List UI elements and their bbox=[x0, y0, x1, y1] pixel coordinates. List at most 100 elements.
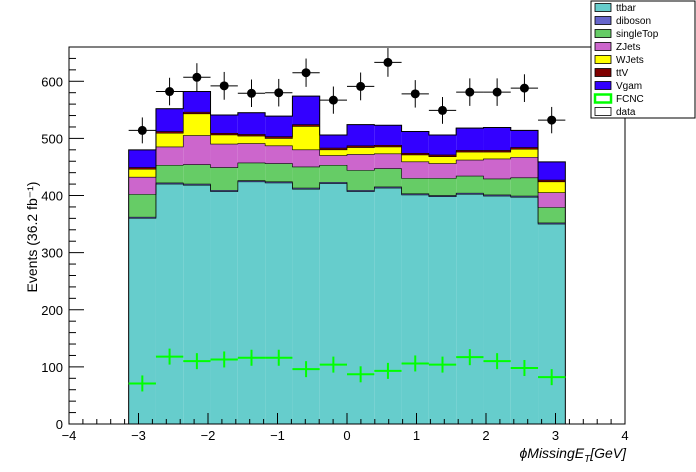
legend-label-diboson: diboson bbox=[616, 16, 651, 27]
legend-swatch-singletop bbox=[594, 29, 612, 38]
data-point-4 bbox=[247, 88, 257, 98]
legend-label-zjets: ZJets bbox=[616, 42, 640, 53]
legend-label-vgam: Vgam bbox=[616, 81, 642, 92]
bar-diboson-9 bbox=[374, 186, 402, 189]
bar-singletop-6 bbox=[292, 166, 320, 189]
bar-wjets-0 bbox=[128, 169, 156, 178]
bar-vgam-10 bbox=[401, 131, 429, 154]
bar-singletop-2 bbox=[183, 164, 211, 185]
bar-ttv-2 bbox=[183, 112, 211, 114]
fcnc-overlay bbox=[128, 348, 566, 392]
bar-ttbar-8 bbox=[347, 191, 375, 424]
bar-singletop-13 bbox=[483, 178, 511, 195]
bar-vgam-0 bbox=[128, 149, 156, 168]
y-tick-label: 300 bbox=[41, 246, 63, 261]
legend-label-ttbar: ttbar bbox=[616, 3, 637, 14]
bar-zjets-1 bbox=[155, 146, 184, 166]
data-point-7 bbox=[328, 95, 338, 105]
y-tick-label: 400 bbox=[41, 189, 63, 204]
legend-swatch-zjets bbox=[594, 42, 612, 51]
legend-swatch-fcnc bbox=[593, 93, 613, 104]
bar-ttv-14 bbox=[510, 147, 539, 150]
bar-vgam-12 bbox=[456, 128, 484, 151]
bar-diboson-0 bbox=[128, 217, 156, 219]
bar-diboson-2 bbox=[183, 184, 211, 186]
x-tick-label: 4 bbox=[621, 428, 628, 443]
bar-singletop-7 bbox=[319, 165, 347, 183]
bar-zjets-12 bbox=[456, 160, 484, 177]
bar-ttbar-15 bbox=[538, 224, 566, 424]
data-point-14 bbox=[519, 83, 529, 93]
bar-vgam-14 bbox=[510, 130, 539, 148]
bar-singletop-11 bbox=[428, 178, 457, 196]
data-point-11 bbox=[437, 105, 447, 115]
data-point-2 bbox=[192, 72, 202, 82]
bar-ttv-12 bbox=[456, 150, 484, 153]
bar-wjets-14 bbox=[510, 149, 539, 158]
y-axis-title: Events (36.2 fb⁻¹) bbox=[24, 182, 40, 293]
bar-ttbar-2 bbox=[183, 185, 211, 424]
x-tick-label: −2 bbox=[201, 428, 216, 443]
legend-label-wjets: WJets bbox=[616, 55, 644, 66]
data-point-5 bbox=[274, 88, 284, 98]
bar-wjets-13 bbox=[483, 152, 511, 159]
bar-wjets-4 bbox=[237, 136, 266, 144]
bar-ttv-3 bbox=[210, 133, 238, 135]
bar-vgam-7 bbox=[319, 134, 347, 149]
stacked-bars bbox=[128, 91, 566, 424]
bar-diboson-12 bbox=[456, 193, 484, 195]
bar-ttbar-4 bbox=[237, 181, 266, 424]
legend-label-singletop: singleTop bbox=[616, 29, 659, 40]
bar-ttbar-1 bbox=[155, 184, 184, 424]
bar-ttv-8 bbox=[347, 145, 375, 148]
bar-vgam-8 bbox=[347, 124, 375, 146]
bar-ttbar-11 bbox=[428, 196, 457, 424]
legend-label-ttv: ttV bbox=[616, 68, 629, 79]
bar-vgam-2 bbox=[183, 91, 211, 113]
legend: ttbar diboson singleTop ZJets WJets ttV Vgam FC… bbox=[590, 0, 696, 119]
bar-ttbar-3 bbox=[210, 191, 238, 424]
bar-ttbar-0 bbox=[128, 218, 156, 424]
bar-singletop-5 bbox=[265, 163, 293, 182]
bar-vgam-9 bbox=[374, 125, 402, 146]
y-axis: 0 100 200 300 400 500 600 bbox=[41, 46, 84, 432]
bar-singletop-0 bbox=[128, 194, 156, 218]
bar-wjets-1 bbox=[155, 133, 184, 147]
x-tick-label: −1 bbox=[270, 428, 285, 443]
bar-zjets-4 bbox=[237, 143, 266, 163]
bar-wjets-15 bbox=[538, 181, 566, 193]
data-point-8 bbox=[356, 81, 366, 91]
bar-ttv-4 bbox=[237, 134, 266, 137]
bar-singletop-14 bbox=[510, 177, 539, 197]
bar-wjets-2 bbox=[183, 113, 211, 136]
x-tick-label: 0 bbox=[343, 428, 350, 443]
bar-ttv-0 bbox=[128, 167, 156, 170]
legend-swatch-data bbox=[594, 107, 612, 116]
bar-vgam-13 bbox=[483, 127, 511, 151]
data-point-13 bbox=[492, 87, 502, 97]
bar-zjets-11 bbox=[428, 163, 457, 179]
legend-swatch-ttv bbox=[594, 68, 612, 77]
bar-vgam-15 bbox=[538, 161, 566, 181]
data-point-10 bbox=[410, 89, 420, 99]
bar-ttbar-5 bbox=[265, 182, 293, 424]
bar-ttbar-10 bbox=[401, 194, 429, 424]
bar-singletop-3 bbox=[210, 167, 238, 191]
bar-diboson-14 bbox=[510, 196, 539, 198]
legend-label-data: data bbox=[616, 107, 636, 118]
data-point-9 bbox=[383, 57, 393, 67]
bar-ttv-1 bbox=[155, 131, 184, 134]
data-point-0 bbox=[137, 125, 147, 135]
bar-zjets-15 bbox=[538, 192, 566, 208]
legend-swatch-ttbar bbox=[594, 3, 612, 12]
bar-ttv-15 bbox=[538, 180, 566, 182]
outline-diboson bbox=[128, 180, 566, 224]
bar-zjets-13 bbox=[483, 158, 511, 179]
bar-singletop-15 bbox=[538, 207, 566, 223]
bar-ttv-9 bbox=[374, 145, 402, 147]
bar-diboson-5 bbox=[265, 181, 293, 183]
x-axis-title: ϕMissingET[GeV] bbox=[520, 445, 628, 465]
x-tick-label: 2 bbox=[482, 428, 489, 443]
bar-vgam-1 bbox=[155, 108, 184, 132]
bar-vgam-3 bbox=[210, 114, 238, 134]
